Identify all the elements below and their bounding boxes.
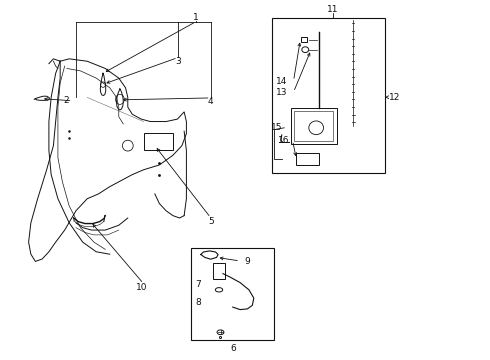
Bar bbox=[294, 111, 333, 141]
Bar bbox=[144, 133, 173, 150]
Text: 4: 4 bbox=[208, 97, 214, 106]
Text: 6: 6 bbox=[230, 343, 236, 353]
Text: 5: 5 bbox=[208, 217, 214, 226]
Text: 10: 10 bbox=[136, 284, 148, 292]
Bar bbox=[191, 248, 274, 340]
Text: 13: 13 bbox=[276, 88, 288, 97]
Text: 1: 1 bbox=[193, 13, 199, 22]
Bar bbox=[291, 108, 337, 144]
Text: 14: 14 bbox=[276, 77, 288, 85]
Text: 3: 3 bbox=[175, 57, 181, 66]
Text: 7: 7 bbox=[196, 280, 201, 289]
Bar bbox=[213, 263, 225, 279]
Text: 15: 15 bbox=[271, 123, 283, 132]
Text: 2: 2 bbox=[63, 96, 69, 105]
Text: 11: 11 bbox=[327, 4, 339, 13]
Text: 12: 12 bbox=[389, 93, 400, 102]
Bar bbox=[272, 18, 385, 173]
Bar bbox=[296, 153, 318, 165]
Bar bbox=[301, 37, 307, 42]
Text: 8: 8 bbox=[196, 298, 201, 307]
Text: 9: 9 bbox=[245, 256, 250, 265]
Text: 16: 16 bbox=[277, 136, 289, 145]
